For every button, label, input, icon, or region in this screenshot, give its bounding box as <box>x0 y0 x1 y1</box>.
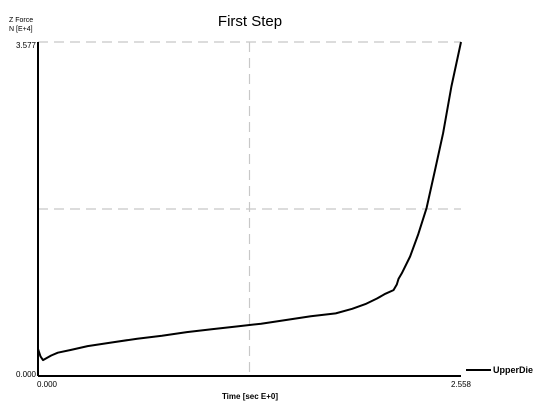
axes <box>37 42 461 377</box>
x-axis-label: Time [sec E+0] <box>222 392 278 401</box>
series-line-upperdie <box>37 41 462 362</box>
y-axis-label-line1: Z Force <box>9 17 33 24</box>
y-axis-label-line2: N [E+4] <box>9 26 33 33</box>
legend-label-upperdie: UpperDie <box>493 365 533 375</box>
grid <box>38 41 461 376</box>
series-layer <box>37 41 462 362</box>
x-tick-max: 2.558 <box>451 380 472 389</box>
y-tick-max: 3.577 <box>16 41 37 50</box>
chart-title: First Step <box>218 13 282 30</box>
y-tick-min: 0.000 <box>16 370 37 379</box>
x-tick-min: 0.000 <box>37 380 58 389</box>
